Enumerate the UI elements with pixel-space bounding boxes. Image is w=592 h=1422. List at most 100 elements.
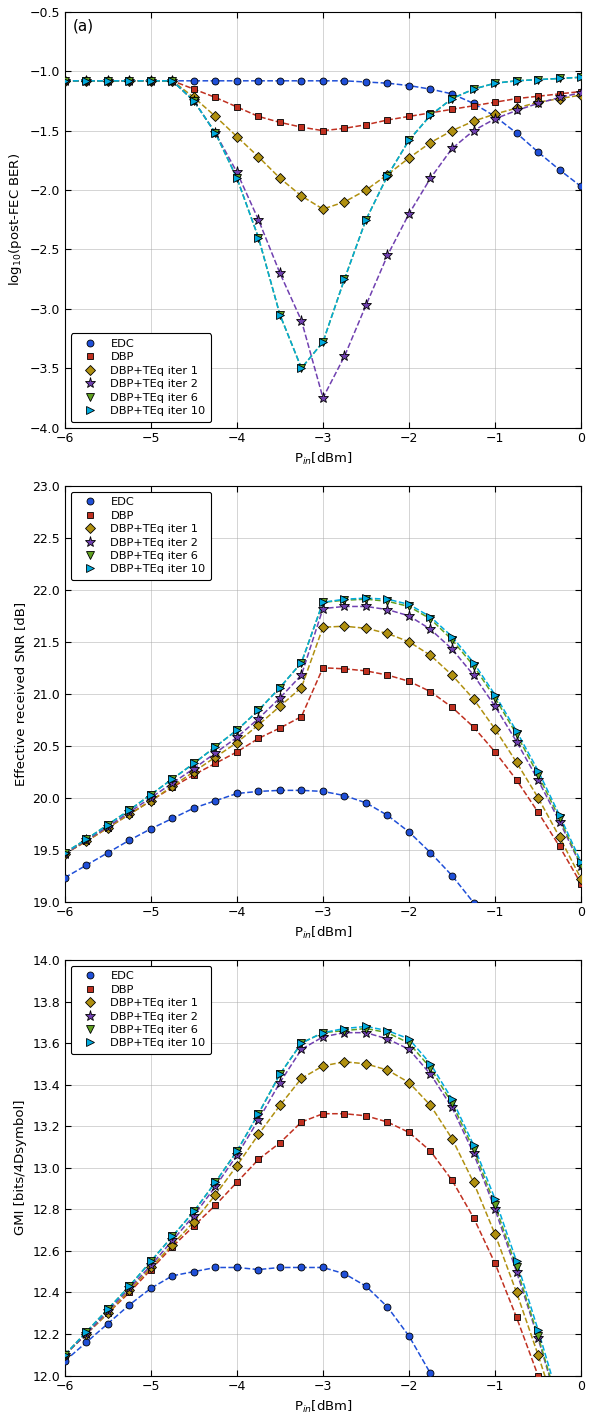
DBP+TEq iter 2: [406, 1041, 413, 1058]
DBP: [406, 108, 413, 125]
DBP: [104, 819, 111, 836]
DBP+TEq iter 1: [406, 633, 413, 650]
DBP+TEq iter 1: [191, 764, 198, 781]
DBP: [449, 698, 456, 715]
DBP+TEq iter 10: [535, 71, 542, 88]
DBP: [535, 88, 542, 105]
DBP+TEq iter 10: [233, 1143, 240, 1160]
DBP+TEq iter 6: [320, 334, 327, 351]
DBP+TEq iter 2: [384, 1031, 391, 1048]
DBP: [126, 806, 133, 823]
DBP+TEq iter 10: [556, 1394, 563, 1411]
DBP+TEq iter 10: [62, 73, 69, 90]
DBP+TEq iter 1: [556, 829, 563, 846]
DBP+TEq iter 10: [556, 806, 563, 823]
DBP+TEq iter 2: [212, 1177, 219, 1194]
DBP+TEq iter 6: [384, 1024, 391, 1041]
EDC: [298, 782, 305, 799]
DBP+TEq iter 2: [320, 390, 327, 407]
DBP+TEq iter 2: [169, 73, 176, 90]
DBP+TEq iter 1: [83, 833, 90, 850]
DBP+TEq iter 10: [212, 738, 219, 755]
DBP+TEq iter 6: [513, 1258, 520, 1276]
DBP+TEq iter 10: [320, 594, 327, 611]
DBP+TEq iter 10: [62, 845, 69, 862]
EDC: [233, 785, 240, 802]
DBP: [384, 1113, 391, 1130]
DBP+TEq iter 2: [535, 1330, 542, 1347]
EDC: [104, 845, 111, 862]
DBP+TEq iter 6: [191, 92, 198, 109]
DBP+TEq iter 1: [341, 1054, 348, 1071]
DBP: [320, 1105, 327, 1122]
DBP+TEq iter 10: [341, 1020, 348, 1037]
DBP: [362, 663, 369, 680]
DBP: [298, 708, 305, 725]
DBP+TEq iter 1: [83, 73, 90, 90]
EDC: [147, 73, 155, 90]
EDC: [83, 1334, 90, 1351]
DBP+TEq iter 6: [212, 125, 219, 142]
DBP: [83, 1325, 90, 1342]
DBP: [276, 114, 284, 131]
DBP+TEq iter 1: [384, 166, 391, 183]
DBP+TEq iter 6: [320, 1024, 327, 1041]
DBP: [104, 1304, 111, 1321]
DBP: [406, 1123, 413, 1140]
DBP+TEq iter 2: [556, 90, 563, 107]
DBP+TEq iter 10: [578, 68, 585, 85]
Legend: EDC, DBP, DBP+TEq iter 1, DBP+TEq iter 2, DBP+TEq iter 6, DBP+TEq iter 10: EDC, DBP, DBP+TEq iter 1, DBP+TEq iter 2…: [70, 333, 211, 422]
DBP: [341, 119, 348, 137]
DBP+TEq iter 1: [320, 619, 327, 636]
DBP+TEq iter 1: [126, 1281, 133, 1298]
DBP+TEq iter 6: [169, 73, 176, 90]
DBP: [191, 1217, 198, 1234]
DBP+TEq iter 6: [362, 590, 369, 607]
DBP+TEq iter 1: [83, 1325, 90, 1342]
DBP+TEq iter 6: [147, 786, 155, 803]
DBP+TEq iter 6: [83, 1324, 90, 1341]
DBP+TEq iter 1: [276, 698, 284, 715]
DBP+TEq iter 10: [212, 1173, 219, 1190]
DBP+TEq iter 2: [276, 690, 284, 707]
DBP: [233, 1173, 240, 1190]
DBP+TEq iter 2: [449, 139, 456, 156]
DBP+TEq iter 6: [427, 107, 434, 124]
DBP+TEq iter 2: [276, 264, 284, 282]
DBP+TEq iter 2: [255, 710, 262, 727]
Line: EDC: EDC: [62, 77, 584, 191]
DBP+TEq iter 10: [147, 73, 155, 90]
DBP+TEq iter 6: [191, 1203, 198, 1220]
Line: DBP+TEq iter 1: DBP+TEq iter 1: [62, 1058, 584, 1422]
Line: DBP+TEq iter 6: DBP+TEq iter 6: [61, 594, 585, 869]
DBP+TEq iter 1: [255, 717, 262, 734]
DBP+TEq iter 2: [362, 1024, 369, 1041]
X-axis label: P$_{in}$[dBm]: P$_{in}$[dBm]: [294, 451, 352, 466]
EDC: [298, 1258, 305, 1276]
DBP+TEq iter 2: [191, 92, 198, 109]
DBP: [191, 81, 198, 98]
EDC: [470, 894, 477, 912]
DBP+TEq iter 1: [298, 678, 305, 695]
DBP+TEq iter 10: [276, 1065, 284, 1082]
DBP+TEq iter 6: [212, 1173, 219, 1190]
DBP: [449, 101, 456, 118]
Text: (b): (b): [73, 492, 94, 508]
DBP: [126, 1284, 133, 1301]
DBP+TEq iter 6: [191, 755, 198, 772]
DBP+TEq iter 2: [233, 1146, 240, 1163]
DBP+TEq iter 6: [341, 592, 348, 609]
DBP+TEq iter 1: [513, 754, 520, 771]
DBP+TEq iter 1: [276, 1096, 284, 1113]
EDC: [276, 73, 284, 90]
DBP: [320, 660, 327, 677]
DBP+TEq iter 6: [147, 73, 155, 90]
EDC: [427, 81, 434, 98]
DBP+TEq iter 6: [341, 1022, 348, 1039]
DBP: [491, 94, 498, 111]
DBP+TEq iter 10: [578, 853, 585, 870]
DBP+TEq iter 2: [147, 789, 155, 806]
EDC: [233, 1258, 240, 1276]
DBP+TEq iter 6: [276, 678, 284, 695]
Y-axis label: Effective received SNR [dB]: Effective received SNR [dB]: [14, 602, 27, 786]
